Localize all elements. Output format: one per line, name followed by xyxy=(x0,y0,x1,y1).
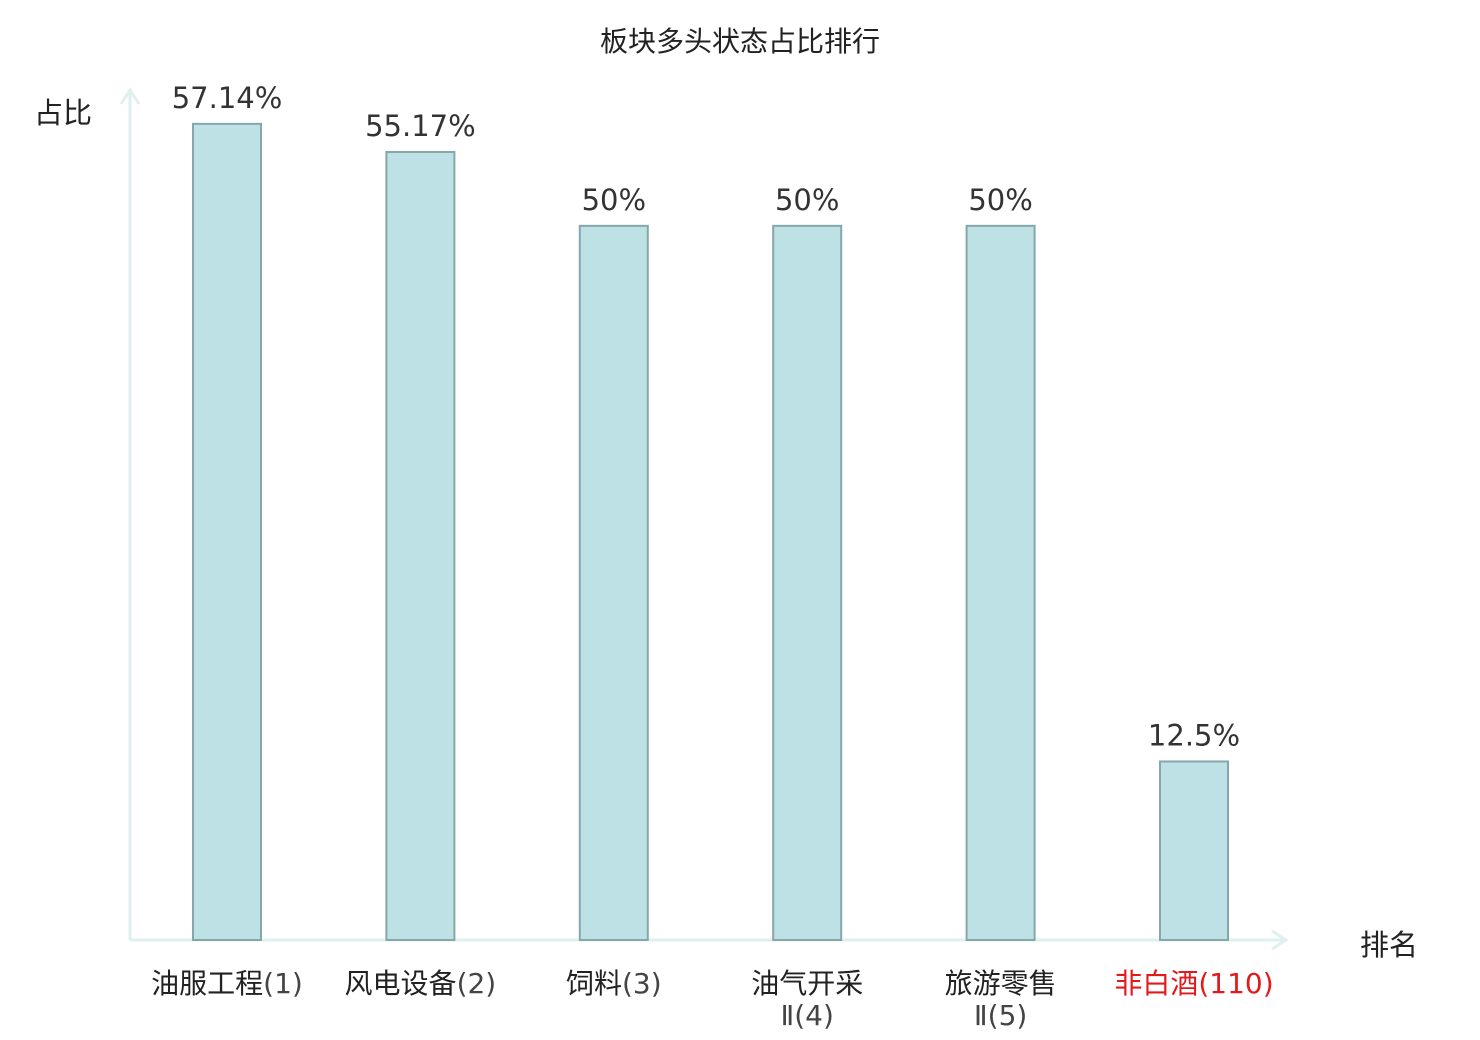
x-tick-label: 油服工程(1) xyxy=(151,967,303,1000)
x-axis-arrow xyxy=(1271,929,1289,951)
x-axis-label: 排名 xyxy=(1360,928,1419,962)
bar-data-label: 55.17% xyxy=(365,109,476,143)
chart-title: 板块多头状态占比排行 xyxy=(599,25,880,58)
y-axis-label: 占比 xyxy=(34,96,93,130)
bar-data-label: 12.5% xyxy=(1148,718,1240,752)
x-tick-label: 风电设备(2) xyxy=(345,967,497,1000)
bar-data-label: 50% xyxy=(968,183,1032,217)
bar-data-label: 50% xyxy=(582,183,646,217)
y-axis-arrow xyxy=(119,87,141,105)
bar xyxy=(772,224,843,941)
bar-data-label: 57.14% xyxy=(172,81,283,115)
x-tick-label: 油气开采 xyxy=(751,967,863,1000)
bar xyxy=(578,224,649,941)
bar xyxy=(192,122,262,941)
bar xyxy=(965,224,1036,941)
x-tick-label: 非白酒(110) xyxy=(1114,967,1273,1000)
x-tick-label: 饲料(3) xyxy=(566,967,662,1000)
x-tick-label-line2: Ⅱ(4) xyxy=(780,999,833,1032)
bar-data-label: 50% xyxy=(775,183,839,217)
bar xyxy=(385,150,456,941)
x-tick-label-line2: Ⅱ(5) xyxy=(974,999,1027,1032)
bar xyxy=(1159,760,1229,941)
x-tick-label: 旅游零售 xyxy=(945,967,1057,1000)
